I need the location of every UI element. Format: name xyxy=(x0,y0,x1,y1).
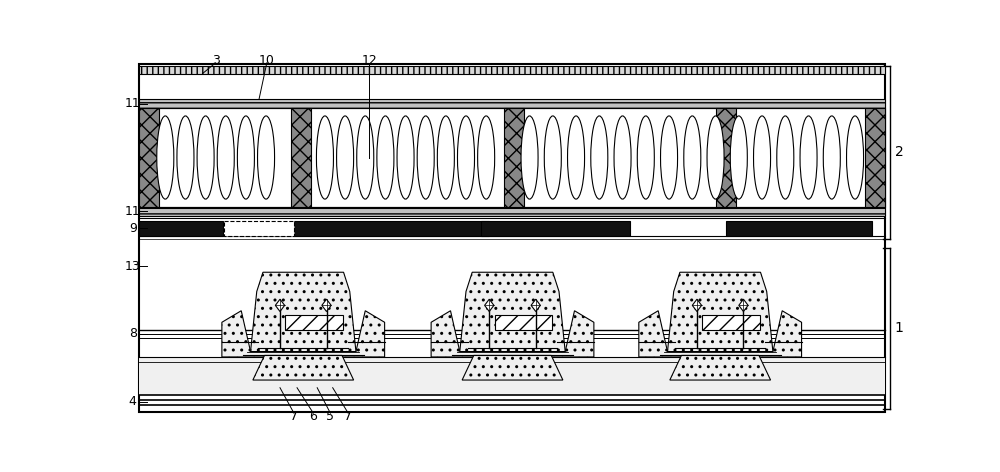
Ellipse shape xyxy=(614,116,631,199)
Ellipse shape xyxy=(457,116,475,199)
Ellipse shape xyxy=(521,116,538,199)
Ellipse shape xyxy=(591,116,608,199)
Bar xyxy=(865,108,885,207)
Text: 8: 8 xyxy=(129,328,137,340)
Polygon shape xyxy=(739,299,748,312)
Polygon shape xyxy=(531,299,540,312)
Ellipse shape xyxy=(544,116,561,199)
Polygon shape xyxy=(275,299,285,312)
Polygon shape xyxy=(253,355,354,380)
Ellipse shape xyxy=(237,116,254,199)
Polygon shape xyxy=(460,272,565,352)
Ellipse shape xyxy=(800,116,817,199)
Bar xyxy=(139,357,885,396)
Text: 1: 1 xyxy=(895,321,903,336)
Ellipse shape xyxy=(316,116,333,199)
Bar xyxy=(224,220,294,236)
Text: 13: 13 xyxy=(125,260,141,272)
Ellipse shape xyxy=(637,116,654,199)
Ellipse shape xyxy=(157,116,174,199)
Text: 5: 5 xyxy=(326,411,334,423)
Ellipse shape xyxy=(684,116,701,199)
Ellipse shape xyxy=(258,116,275,199)
Bar xyxy=(481,220,630,236)
Polygon shape xyxy=(692,299,702,312)
Bar xyxy=(291,108,311,207)
Ellipse shape xyxy=(568,116,585,199)
Ellipse shape xyxy=(357,116,374,199)
Polygon shape xyxy=(639,311,802,357)
Ellipse shape xyxy=(754,116,771,199)
Text: 7: 7 xyxy=(344,411,352,423)
Polygon shape xyxy=(485,299,494,312)
Bar xyxy=(294,220,489,236)
Bar xyxy=(139,207,885,216)
Bar xyxy=(139,108,885,207)
Ellipse shape xyxy=(397,116,414,199)
Bar xyxy=(716,108,736,207)
Ellipse shape xyxy=(217,116,234,199)
Bar xyxy=(495,315,552,330)
Ellipse shape xyxy=(197,116,214,199)
Ellipse shape xyxy=(337,116,354,199)
Polygon shape xyxy=(222,311,385,357)
Text: 6: 6 xyxy=(309,411,317,423)
Ellipse shape xyxy=(661,116,678,199)
Ellipse shape xyxy=(707,116,724,199)
Polygon shape xyxy=(668,272,773,352)
Ellipse shape xyxy=(847,116,864,199)
Polygon shape xyxy=(431,311,594,357)
Bar xyxy=(726,220,872,236)
Bar xyxy=(139,99,885,108)
Ellipse shape xyxy=(777,116,794,199)
Polygon shape xyxy=(251,272,356,352)
Text: 9: 9 xyxy=(129,222,137,235)
Text: 12: 12 xyxy=(361,54,377,67)
Ellipse shape xyxy=(177,116,194,199)
Ellipse shape xyxy=(823,116,840,199)
Text: 10: 10 xyxy=(259,54,275,67)
Bar xyxy=(139,66,885,74)
Polygon shape xyxy=(322,299,331,312)
Polygon shape xyxy=(670,355,771,380)
Bar xyxy=(139,108,159,207)
Bar xyxy=(139,220,223,236)
Text: 3: 3 xyxy=(212,54,220,67)
Text: 2: 2 xyxy=(895,145,903,159)
Ellipse shape xyxy=(730,116,747,199)
Bar xyxy=(285,315,343,330)
Ellipse shape xyxy=(377,116,394,199)
Bar xyxy=(224,220,294,236)
Bar xyxy=(504,108,524,207)
Bar xyxy=(702,315,760,330)
Text: 4: 4 xyxy=(129,395,137,408)
Ellipse shape xyxy=(437,116,454,199)
Text: 11: 11 xyxy=(125,205,141,218)
Ellipse shape xyxy=(478,116,495,199)
Text: 7: 7 xyxy=(290,411,298,423)
Polygon shape xyxy=(462,355,563,380)
Ellipse shape xyxy=(417,116,434,199)
Text: 11: 11 xyxy=(125,97,141,110)
